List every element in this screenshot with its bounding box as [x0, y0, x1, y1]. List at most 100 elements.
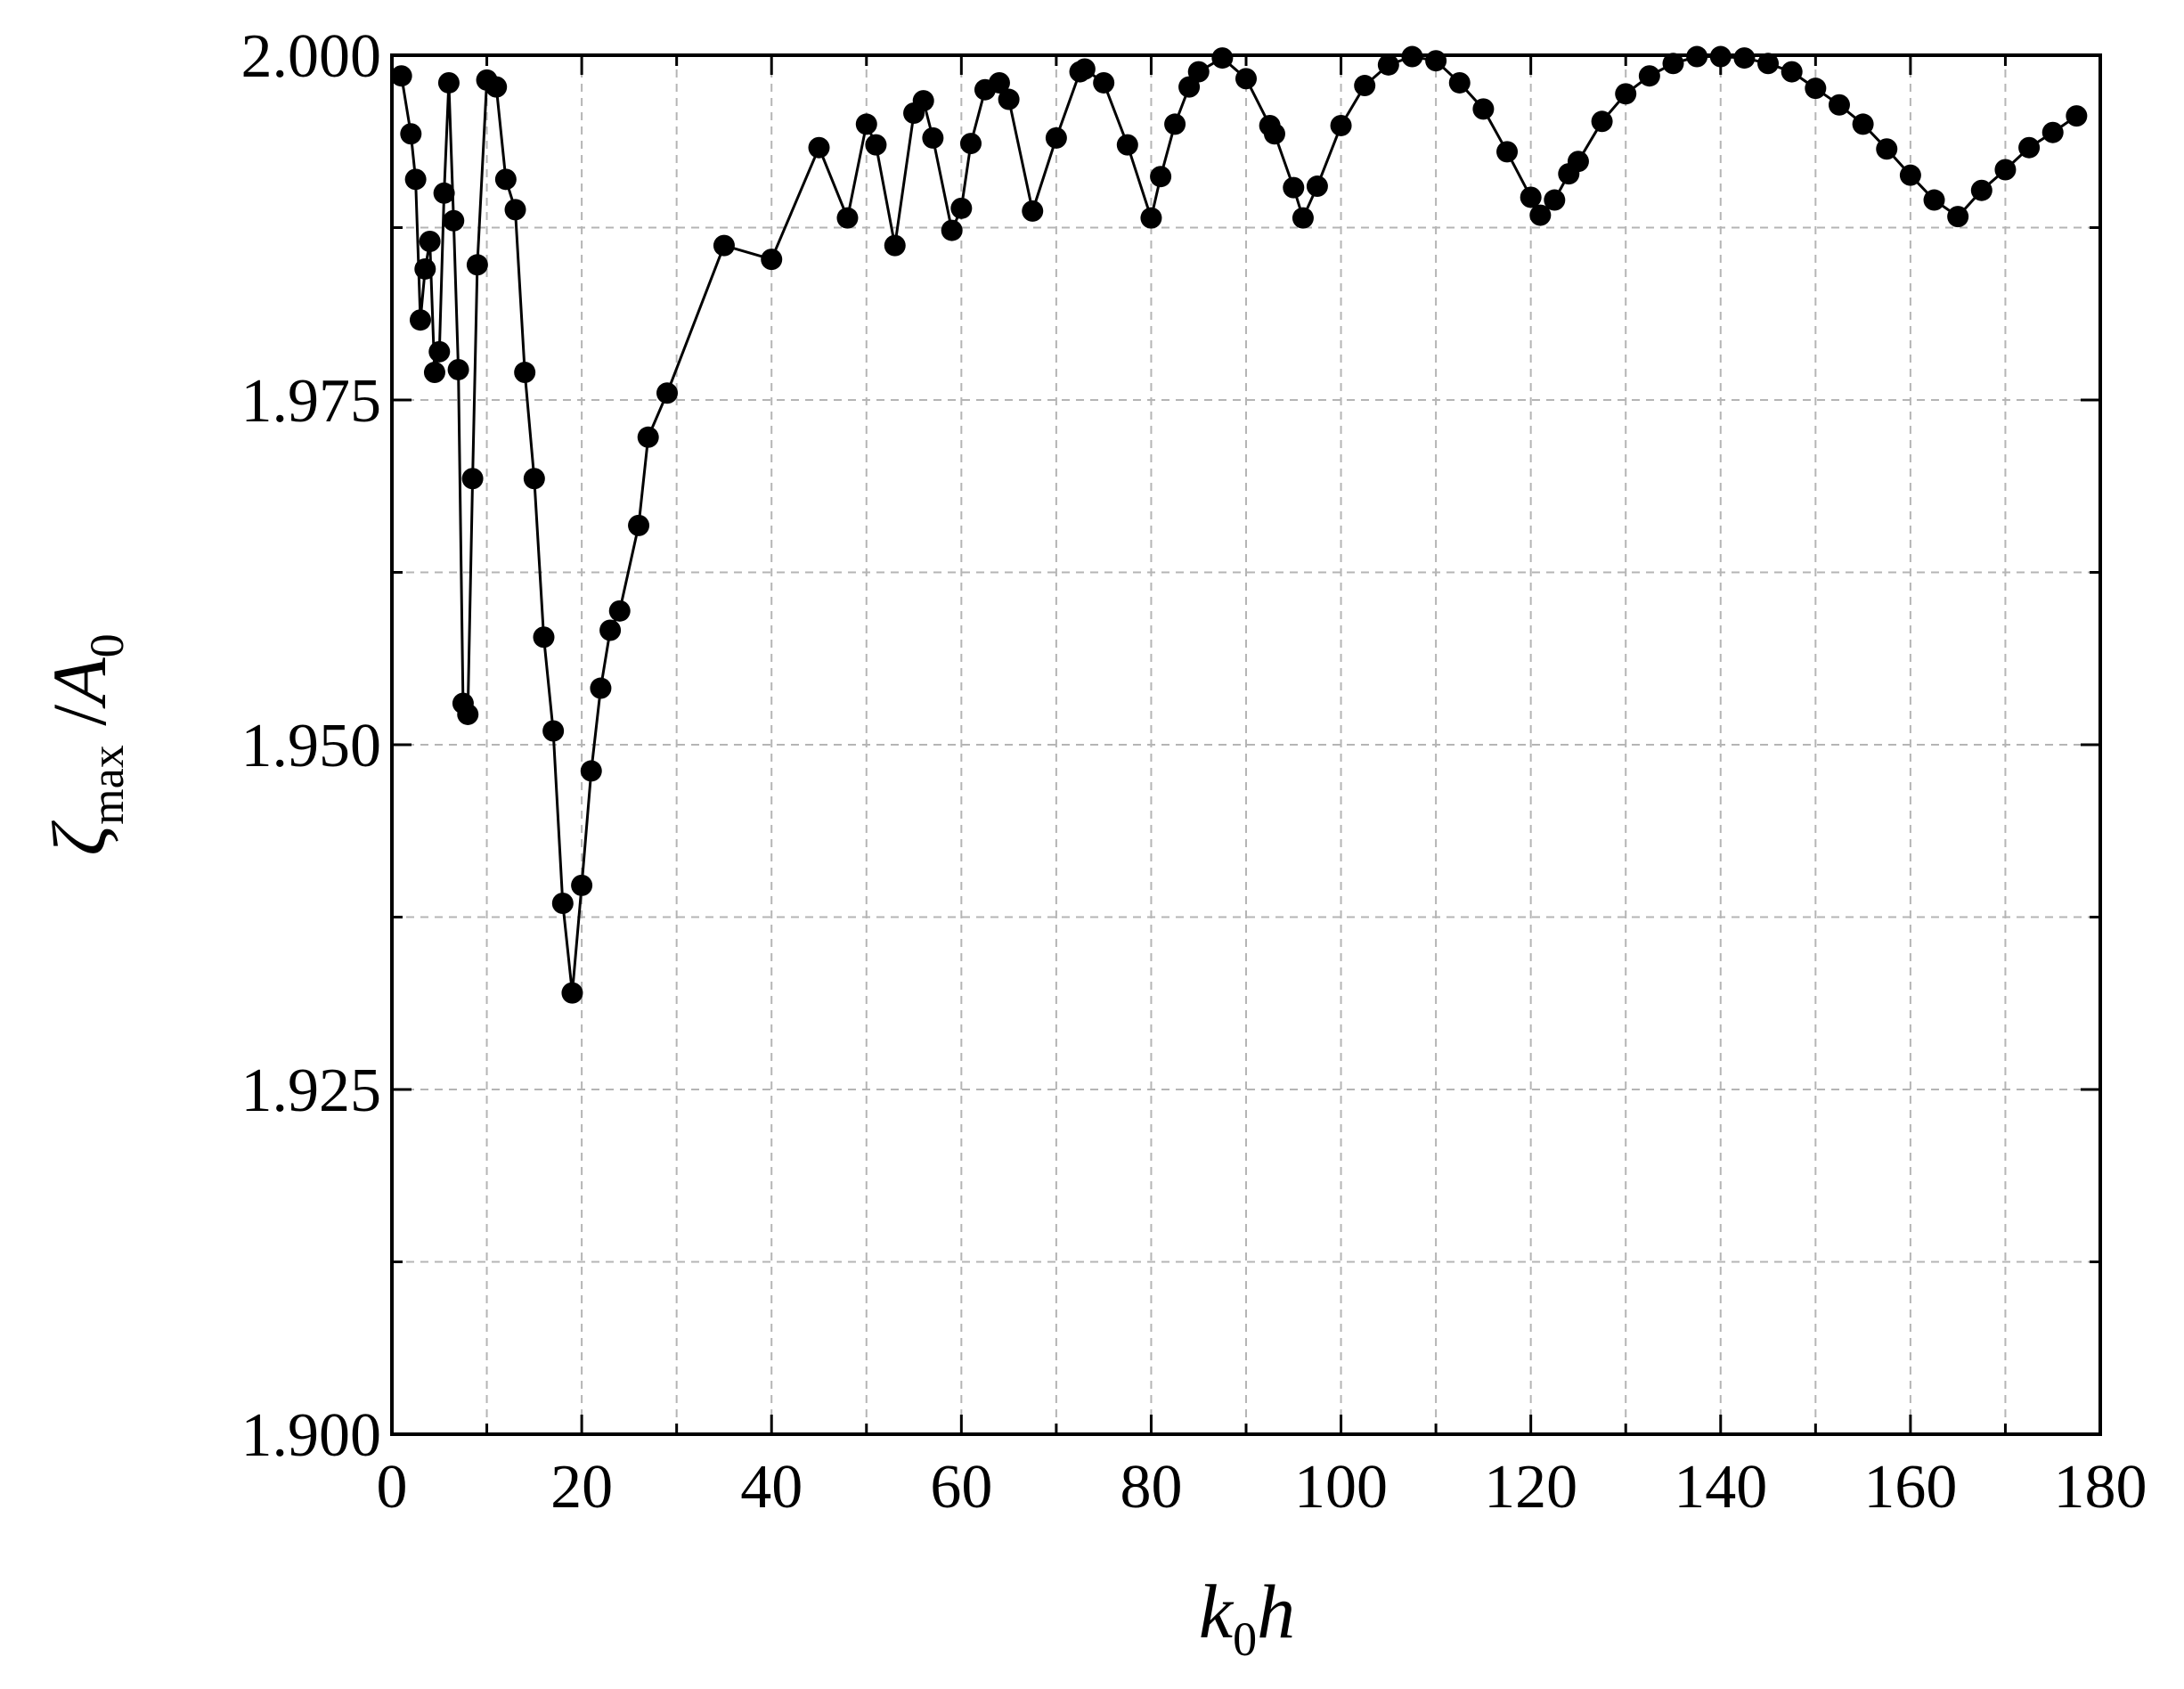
- data-point: [1947, 206, 1969, 228]
- data-point: [1970, 179, 1992, 201]
- data-point: [485, 76, 508, 98]
- data-point: [761, 249, 783, 271]
- data-point: [808, 136, 830, 159]
- data-point: [713, 234, 735, 257]
- data-point: [1615, 83, 1637, 105]
- data-point: [1709, 45, 1732, 68]
- x-tick-label: 0: [377, 1453, 408, 1522]
- y-axis-title-subscript: max: [83, 745, 134, 825]
- x-tick-label: 180: [2054, 1453, 2147, 1522]
- data-point: [1377, 53, 1399, 76]
- data-point: [1093, 71, 1115, 94]
- data-point: [1292, 207, 1314, 229]
- data-point: [1045, 126, 1067, 149]
- data-point: [580, 760, 602, 782]
- data-point: [998, 88, 1020, 110]
- data-point: [1283, 176, 1305, 199]
- x-axis-title: k0h: [1199, 1569, 1295, 1666]
- data-point: [1781, 61, 1803, 83]
- data-point: [950, 197, 973, 219]
- data-point: [988, 71, 1010, 94]
- data-point: [1187, 61, 1210, 83]
- data-point: [2066, 105, 2088, 127]
- data-point: [1448, 71, 1471, 94]
- y-axis-title-zeta: ζ: [37, 820, 122, 856]
- data-point: [419, 230, 441, 252]
- y-tick-label: 1.900: [241, 1401, 382, 1470]
- data-point: [608, 600, 631, 622]
- data-point: [494, 168, 517, 191]
- axis-ticks: [392, 55, 2100, 1434]
- data-point: [533, 626, 555, 649]
- data-point: [1733, 47, 1756, 69]
- data-point: [561, 982, 583, 1004]
- data-point: [390, 65, 412, 87]
- x-tick-label: 100: [1294, 1453, 1388, 1522]
- data-point: [922, 126, 944, 149]
- data-point: [912, 90, 934, 112]
- data-point: [1828, 94, 1850, 116]
- x-tick-labels: 0 20 40 60 80 100 120 140 160 180: [377, 1453, 2147, 1522]
- x-tick-label: 120: [1484, 1453, 1577, 1522]
- data-point: [1529, 204, 1552, 226]
- data-point: [1164, 113, 1186, 135]
- y-tick-labels: 1.900 1.925 1.950 1.975 2.000: [241, 22, 382, 1470]
- data-point: [599, 619, 622, 641]
- data-point: [414, 257, 436, 280]
- data-point: [1852, 113, 1874, 135]
- data-point: [884, 234, 906, 257]
- x-tick-label: 160: [1863, 1453, 1957, 1522]
- data-point: [551, 893, 574, 915]
- data-point: [1544, 189, 1566, 211]
- data-point: [1591, 110, 1613, 133]
- y-axis-title-a: A: [37, 657, 122, 709]
- data-point: [1686, 45, 1708, 68]
- data-point: [1401, 45, 1423, 68]
- data-point: [1805, 78, 1827, 100]
- data-point: [423, 362, 445, 384]
- x-axis-title-subscript: 0: [1233, 1612, 1257, 1666]
- data-point: [855, 113, 877, 135]
- x-tick-label: 40: [740, 1453, 803, 1522]
- data-point: [2018, 136, 2041, 159]
- data-point: [428, 340, 451, 363]
- data-point: [1472, 98, 1495, 120]
- data-point: [836, 207, 859, 229]
- y-axis-title: ζmax /A0: [37, 633, 134, 855]
- x-tick-label: 60: [930, 1453, 992, 1522]
- data-point: [590, 677, 612, 699]
- data-point: [514, 362, 536, 384]
- data-point: [1757, 53, 1780, 75]
- data-point: [1330, 114, 1352, 136]
- x-tick-label: 80: [1120, 1453, 1182, 1522]
- x-axis-title-tail: h: [1257, 1569, 1295, 1654]
- y-tick-label: 1.950: [241, 712, 382, 780]
- y-tick-label: 1.925: [241, 1057, 382, 1125]
- data-point: [2041, 121, 2064, 143]
- x-axis-title-main: k: [1199, 1569, 1235, 1654]
- data-point: [1140, 207, 1162, 229]
- data-point: [1520, 186, 1542, 208]
- data-point: [1235, 68, 1257, 90]
- data-point: [1923, 189, 1945, 211]
- data-point: [504, 199, 526, 221]
- data-point: [404, 168, 427, 191]
- data-point: [447, 358, 469, 380]
- data-point: [523, 468, 545, 490]
- data-point: [1211, 47, 1234, 69]
- data-point: [457, 703, 479, 725]
- data-point: [409, 309, 431, 331]
- data-point: [542, 720, 565, 742]
- data-point: [466, 254, 488, 276]
- data-point: [1662, 53, 1684, 75]
- data-point: [1150, 166, 1172, 188]
- data-point: [637, 426, 659, 448]
- y-axis-title-a-subscript: 0: [80, 633, 134, 657]
- y-tick-label: 1.975: [241, 367, 382, 436]
- y-axis-title-slash: /: [37, 705, 122, 746]
- data-point: [1263, 123, 1285, 145]
- data-point: [1876, 138, 1898, 160]
- data-point: [1022, 200, 1044, 222]
- data-point: [437, 71, 460, 94]
